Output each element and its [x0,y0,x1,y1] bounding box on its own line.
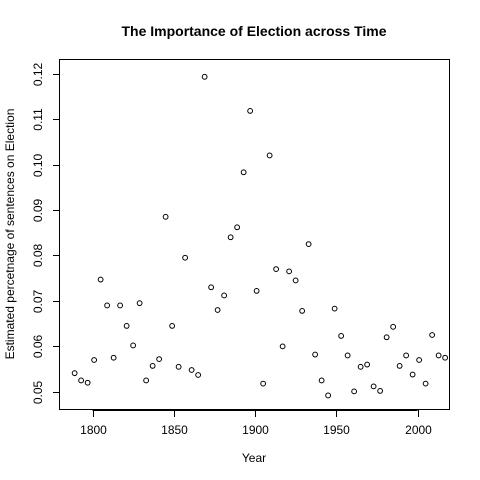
data-point [104,302,111,309]
data-point [149,363,156,369]
data-point [292,277,299,284]
data-point [338,333,345,339]
data-point [227,234,234,241]
data-point [240,169,247,176]
data-point [305,241,312,247]
data-point [422,380,429,387]
data-point [409,371,416,378]
data-point [247,108,254,114]
y-tick-label: 0.05 [31,380,45,404]
data-point [396,363,403,369]
data-point [416,357,423,363]
data-point [403,352,410,359]
x-tick-label: 1800 [80,423,107,437]
data-point [390,323,397,330]
data-point [442,354,449,361]
data-point [78,377,85,384]
data-point [325,392,332,399]
data-point [351,388,358,395]
data-point [429,332,436,338]
data-point [273,266,280,272]
y-axis: 0.05 0.06 0.07 0.08 0.09 0.10 0.11 0.12 [31,62,60,404]
data-point [214,307,221,313]
data-point [208,284,215,291]
data-point [357,363,364,370]
data-point [312,351,319,358]
y-tick-label: 0.12 [31,62,45,86]
x-tick-label: 1850 [161,423,188,437]
y-tick-label: 0.06 [31,334,45,358]
data-point [188,367,195,373]
chart-title: The Importance of Election across Time [121,23,386,39]
data-point [169,323,176,329]
data-point [234,224,241,231]
x-axis: 1800 1850 1900 1950 2000 [80,410,432,437]
data-point [97,276,104,283]
data-point [318,377,325,384]
data-point [266,152,273,159]
data-point [370,383,377,390]
data-point [253,288,260,294]
data-point [136,300,143,307]
data-point [195,372,202,378]
y-tick-label: 0.11 [31,108,45,131]
data-point [201,73,208,80]
data-point [377,388,384,394]
data-point [162,213,169,220]
data-point [383,334,390,341]
data-point [71,370,78,377]
data-point [175,363,182,370]
x-axis-label: Year [242,451,266,465]
y-tick-label: 0.08 [31,243,45,267]
data-point [130,342,137,349]
x-tick-label: 1950 [323,423,350,437]
plot-frame [59,59,450,410]
y-tick-label: 0.10 [31,153,45,177]
data-point [84,379,91,386]
data-point [182,254,189,261]
data-point [299,308,306,314]
data-point [91,357,98,363]
data-point [279,343,286,350]
data-point [364,361,371,368]
x-tick-label: 2000 [405,423,432,437]
data-point [110,354,117,361]
data-point [344,352,351,359]
data-points [71,73,449,399]
y-tick-label: 0.09 [31,198,45,222]
data-point [117,302,124,309]
data-point [260,380,267,387]
data-point [156,356,163,362]
x-tick-label: 1900 [242,423,269,437]
data-point [221,292,228,299]
data-point [435,352,442,359]
data-point [331,305,338,312]
y-tick-label: 0.07 [31,289,45,313]
data-point [143,377,150,384]
y-axis-label: Estimated percetnage of sentences on Ele… [3,109,17,360]
data-point [286,268,293,275]
data-point [123,323,130,329]
